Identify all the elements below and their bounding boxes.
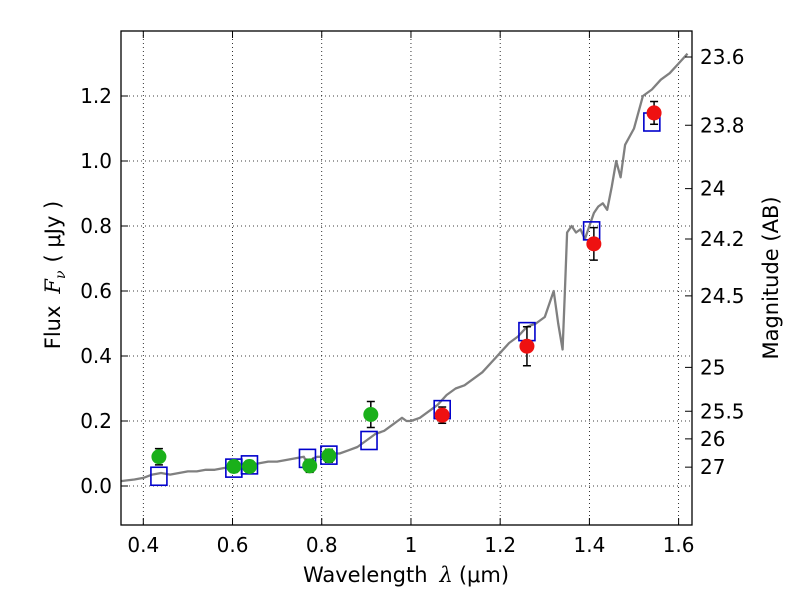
x-tick-label: 1.4: [573, 533, 605, 557]
x-tick-label: 0.8: [306, 533, 338, 557]
y2-tick-label: 24: [700, 177, 725, 201]
template-spectrum-line: [120, 52, 689, 483]
y2-tick-label: 24.5: [700, 284, 745, 308]
data-layer: [120, 52, 689, 487]
x-axis-symbol: λ: [439, 563, 453, 587]
optical-point: [241, 459, 257, 474]
x-tick-label: 0.4: [127, 533, 159, 557]
infrared-point: [519, 338, 535, 354]
ticks: 0.4 0.6 0.8 1 1.2 1.4 1.6 0.0 0.2 0.4 0.6 0.8 1.0 1.2…: [80, 31, 745, 557]
y-tick-label: 1.0: [80, 149, 112, 173]
x-tick-label: 1: [405, 533, 418, 557]
x-tick-label: 1.2: [484, 533, 516, 557]
x-axis-label: Wavelength λ (μm): [303, 563, 509, 587]
y-axis-label: Flux Fν ( μJy ): [41, 201, 69, 349]
optical-point: [226, 459, 242, 474]
x-axis-units: (μm): [459, 563, 509, 587]
right-axis-label: Magnitude (AB): [759, 196, 783, 359]
y-tick-label: 0.4: [80, 344, 112, 368]
optical-point: [363, 407, 379, 422]
y2-tick-label: 25.5: [700, 399, 745, 423]
y-tick-label: 0.2: [80, 409, 112, 433]
y-tick-label: 0.6: [80, 279, 112, 303]
y-tick-label: 1.2: [80, 84, 112, 108]
x-axis-label-text: Wavelength: [303, 563, 428, 587]
y-axis-subscript: ν: [53, 270, 69, 279]
y-axis-label-text: Flux: [41, 306, 65, 350]
y2-tick-label: 24.2: [700, 227, 745, 251]
y-axis-symbol: F: [41, 278, 65, 295]
x-tick-label: 1.6: [663, 533, 695, 557]
x-tick-label: 0.6: [217, 533, 249, 557]
y2-tick-label: 27: [700, 455, 725, 479]
model-flux-marker: [320, 445, 338, 465]
y-tick-label: 0.0: [80, 474, 112, 498]
optical-point: [321, 448, 337, 464]
infrared-point: [434, 407, 450, 423]
infrared-point: [586, 236, 602, 252]
model-flux-marker: [360, 430, 378, 451]
plot-frame: [120, 30, 693, 526]
y2-tick-label: 23.8: [700, 113, 745, 137]
y2-tick-label: 26: [700, 427, 725, 451]
y-axis-units: ( μJy ): [41, 201, 65, 263]
optical-point: [151, 449, 167, 465]
grid: [121, 31, 692, 525]
y2-tick-label: 23.6: [700, 45, 745, 69]
optical-point: [302, 458, 318, 474]
y-tick-label: 0.8: [80, 214, 112, 238]
infrared-point: [646, 105, 662, 121]
y2-tick-label: 25: [700, 355, 725, 379]
model-flux-marker: [150, 466, 168, 487]
